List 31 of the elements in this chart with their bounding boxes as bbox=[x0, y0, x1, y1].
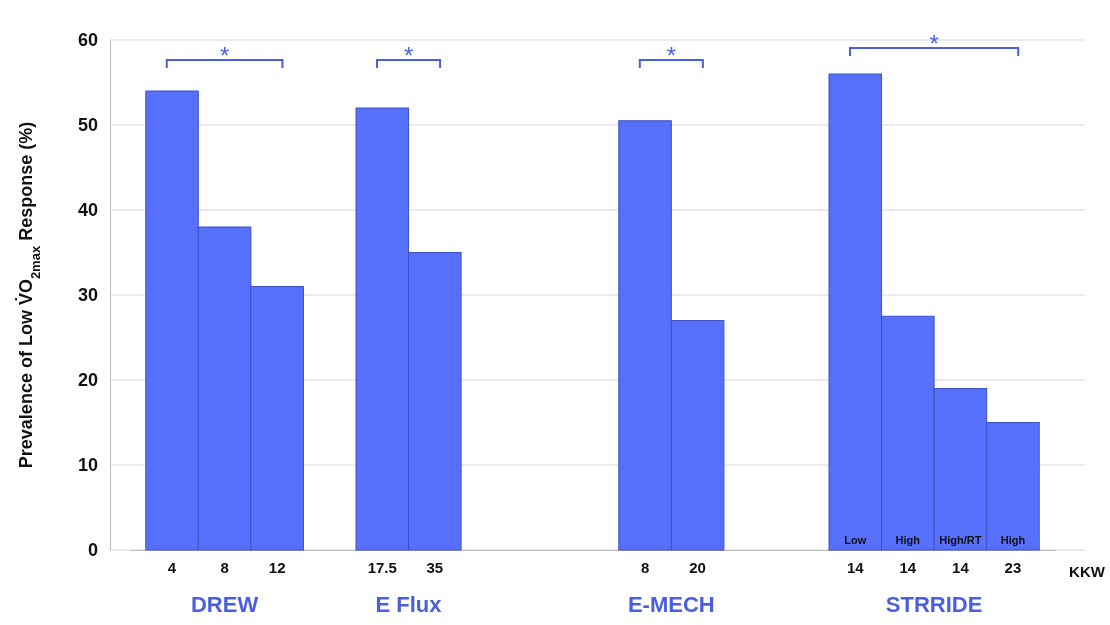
x-tick-label: 14 bbox=[952, 558, 970, 576]
text: STRRIDE bbox=[885, 592, 983, 617]
text: KKW bbox=[1069, 563, 1106, 580]
x-tick-label: 17.5 bbox=[367, 558, 397, 576]
annotation: * bbox=[666, 42, 677, 69]
y-tick-label: 30 bbox=[77, 285, 98, 306]
x-tick-label: 14 bbox=[899, 558, 917, 576]
annotation: Low bbox=[844, 534, 867, 546]
y-tick-label: 40 bbox=[77, 200, 98, 221]
x-tick-label: 8 bbox=[640, 558, 650, 576]
x-tick-label: 23 bbox=[1004, 558, 1022, 576]
y-tick-label: 20 bbox=[77, 370, 98, 391]
text: E-MECH bbox=[627, 592, 715, 617]
y-tick-label: 0 bbox=[87, 540, 98, 561]
x-tick-label: 35 bbox=[426, 558, 444, 576]
annotation: * bbox=[403, 42, 414, 69]
annotation: * bbox=[929, 30, 939, 57]
x-tick-label: 12 bbox=[268, 558, 286, 576]
annotation: High bbox=[1000, 534, 1026, 546]
x-tick-label: 8 bbox=[220, 558, 229, 576]
x-tick-label: 14 bbox=[846, 558, 865, 576]
text: DREW bbox=[190, 592, 259, 617]
annotation: High bbox=[895, 534, 921, 546]
annotation: High/RT bbox=[939, 534, 982, 546]
y-tick-label: 60 bbox=[77, 30, 98, 51]
x-tick-label: 20 bbox=[689, 558, 706, 576]
y-tick-label: 50 bbox=[77, 115, 98, 136]
annotation: * bbox=[219, 42, 230, 69]
text: E Flux bbox=[375, 592, 443, 617]
y-tick-label: 10 bbox=[77, 455, 98, 476]
x-tick-label: 4 bbox=[167, 558, 177, 576]
